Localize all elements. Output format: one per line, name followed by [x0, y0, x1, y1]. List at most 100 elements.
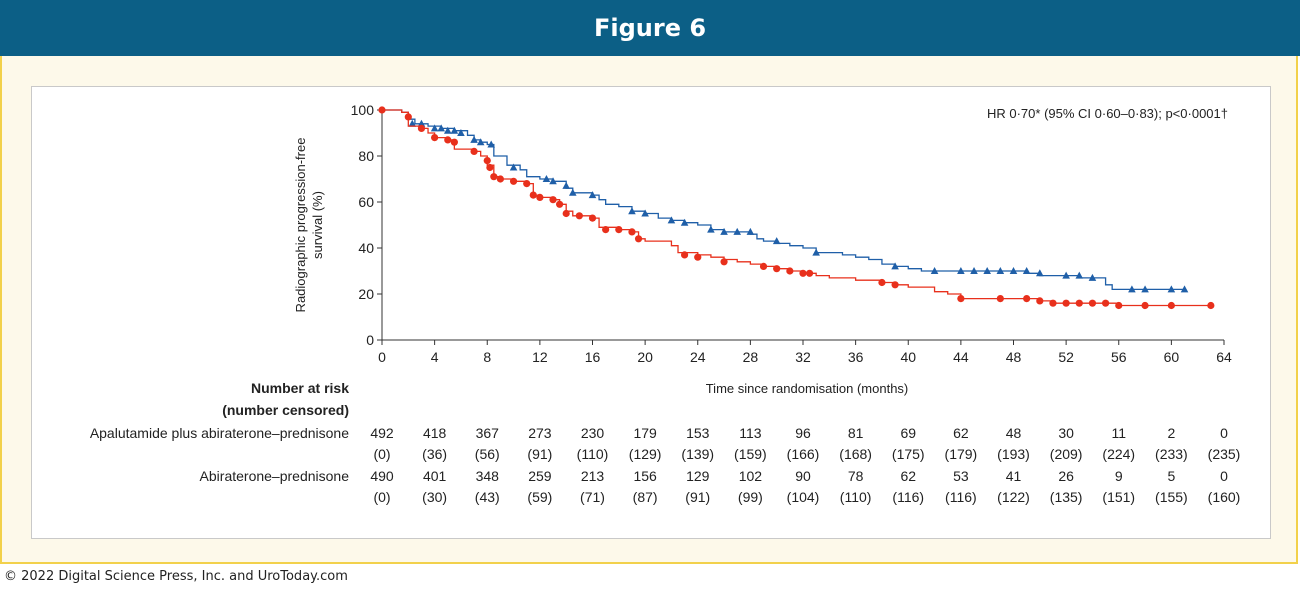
censored-count: (224) [1102, 446, 1135, 462]
censor-mark-triangle [1036, 269, 1044, 277]
chart-series [378, 106, 1215, 310]
censor-mark-circle [470, 147, 478, 155]
censored-count: (193) [997, 446, 1030, 462]
censor-mark-circle [1088, 299, 1097, 307]
risk-count: 153 [686, 425, 710, 441]
copyright-notice: © 2022 Digital Science Press, Inc. and U… [4, 569, 348, 584]
risk-count: 62 [953, 425, 969, 441]
km-curve-circle [382, 109, 1211, 307]
x-tick-label: 36 [848, 349, 864, 365]
x-tick-label: 44 [953, 349, 969, 365]
risk-count: 5 [1167, 468, 1175, 484]
risk-count: 53 [953, 468, 969, 484]
censor-mark-circle [759, 262, 768, 270]
censor-mark-triangle [457, 129, 465, 136]
risk-count: 129 [686, 468, 710, 484]
censor-mark-triangle [957, 267, 965, 274]
censored-count: (104) [787, 489, 820, 505]
censor-mark-triangle [1128, 285, 1136, 293]
censor-mark-triangle [487, 140, 495, 148]
risk-row-label: Abiraterone–prednisone [200, 468, 350, 484]
censor-mark-circle [417, 124, 426, 132]
chart-axes: 0 4 8 12 16 20 24 28 32 36 40 44 48 52 56 60 64020406080… [351, 102, 1232, 365]
censor-mark-circle [444, 136, 452, 144]
x-tick-label: 40 [900, 349, 916, 365]
censor-mark-circle [634, 235, 643, 243]
censored-count: (209) [1050, 446, 1083, 462]
censored-count: (71) [580, 489, 605, 505]
censor-mark-triangle [983, 267, 991, 274]
risk-count: 81 [848, 425, 864, 441]
x-tick-label: 20 [637, 349, 653, 365]
censor-mark-triangle [470, 135, 478, 143]
censor-mark-triangle [812, 248, 820, 256]
censor-mark-triangle [430, 124, 439, 132]
censor-mark-circle [536, 193, 544, 201]
censor-mark-circle [805, 269, 814, 277]
censor-mark-circle [523, 180, 531, 188]
censor-mark-circle [431, 134, 439, 142]
censor-mark-triangle [562, 181, 570, 189]
censored-count: (56) [475, 446, 500, 462]
y-tick-label: 100 [351, 102, 375, 118]
risk-table: Number at risk (number censored) Apaluta… [90, 380, 1241, 505]
y-tick-label: 40 [358, 240, 374, 256]
x-tick-label: 48 [1006, 349, 1022, 365]
risk-count: 30 [1058, 425, 1074, 441]
censor-mark-circle [562, 209, 570, 218]
censored-count: (135) [1050, 489, 1083, 505]
x-tick-label: 12 [532, 349, 548, 365]
x-tick-label: 4 [431, 349, 439, 365]
censor-mark-triangle [707, 225, 715, 233]
censor-mark-triangle [996, 267, 1005, 274]
x-tick-label: 0 [378, 349, 386, 365]
risk-count: 41 [1006, 468, 1022, 484]
risk-count: 0 [1220, 468, 1228, 484]
censor-mark-triangle [667, 216, 676, 224]
y-axis-label-line2: survival (%) [310, 191, 325, 259]
risk-count: 11 [1111, 425, 1126, 441]
hr-annotation: HR 0·70* (95% CI 0·60–0·83); p<0·0001† [987, 106, 1228, 121]
censor-mark-circle [1141, 301, 1149, 310]
censored-count: (91) [527, 446, 552, 462]
censor-mark-triangle [733, 227, 742, 235]
censored-count: (139) [681, 446, 714, 462]
risk-count: 96 [795, 425, 811, 441]
censored-count: (99) [738, 489, 763, 505]
censor-mark-triangle [1167, 285, 1176, 293]
censor-mark-circle [615, 226, 623, 234]
risk-count: 230 [581, 425, 605, 441]
censor-mark-triangle [1062, 271, 1070, 279]
figure-title: Figure 6 [593, 14, 707, 42]
censor-mark-circle [891, 281, 899, 289]
censor-mark-circle [1101, 299, 1110, 307]
censor-mark-circle [378, 106, 386, 114]
censored-count: (129) [629, 446, 662, 462]
censored-count: (179) [945, 446, 978, 462]
censor-mark-triangle [417, 119, 426, 127]
censor-mark-triangle [1009, 267, 1018, 274]
y-tick-label: 60 [358, 194, 374, 210]
risk-count: 102 [739, 468, 763, 484]
censor-mark-circle [878, 278, 886, 287]
censor-mark-circle [799, 269, 807, 277]
y-axis-label-line1: Radiographic progression-free [293, 138, 308, 313]
censored-count: (168) [839, 446, 872, 462]
risk-count: 9 [1115, 468, 1123, 484]
risk-count: 492 [370, 425, 394, 441]
x-axis-label: Time since randomisation (months) [706, 381, 909, 396]
risk-header-line2: (number censored) [222, 402, 349, 418]
censor-mark-circle [1023, 295, 1031, 303]
censored-count: (155) [1155, 489, 1188, 505]
censored-count: (91) [685, 489, 710, 505]
censor-mark-triangle [437, 124, 446, 132]
censor-mark-circle [486, 163, 494, 172]
y-tick-label: 0 [366, 332, 374, 348]
censored-count: (110) [840, 489, 872, 505]
censor-mark-triangle [1022, 267, 1031, 274]
risk-count: 490 [370, 468, 394, 484]
censored-count: (166) [787, 446, 820, 462]
risk-count: 418 [423, 425, 447, 441]
km-curve-triangle [382, 109, 1185, 291]
x-tick-label: 16 [585, 349, 601, 365]
